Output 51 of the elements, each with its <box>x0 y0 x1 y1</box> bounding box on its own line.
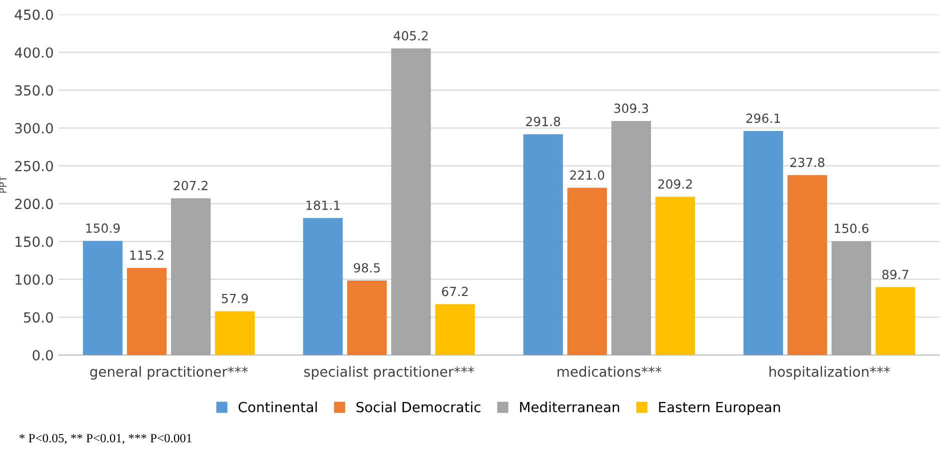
x-tick-label: hospitalization*** <box>770 366 890 380</box>
bar <box>655 196 696 356</box>
bar <box>523 134 563 356</box>
data-label: 405.2 <box>394 30 428 40</box>
legend-label: Continental <box>238 402 317 412</box>
x-tick-label: specialist practitioner*** <box>304 366 474 380</box>
legend-label: Mediterranean <box>520 402 620 412</box>
data-label: 150.6 <box>834 224 868 234</box>
y-tick-label: 150.0 <box>16 236 53 247</box>
bar <box>391 48 431 356</box>
bar <box>611 120 651 356</box>
data-label: 98.5 <box>354 263 380 273</box>
data-label: 89.7 <box>882 270 908 280</box>
data-label: 209.2 <box>658 179 692 189</box>
x-tick-label: general practitioner*** <box>90 366 248 380</box>
data-label: 67.2 <box>442 286 468 296</box>
y-tick-label: 400.0 <box>14 47 53 58</box>
bar <box>832 241 872 356</box>
bar <box>788 175 828 356</box>
bar <box>215 311 255 356</box>
bar <box>876 287 916 356</box>
bar <box>435 304 475 356</box>
x-tick-label: medications*** <box>558 366 662 377</box>
legend-label: Eastern European <box>659 402 780 416</box>
text: * P<0.05, ** P<0.01, *** P<0.001 <box>20 434 192 444</box>
y-tick-label: 450.0 <box>14 9 53 20</box>
data-label: 207.2 <box>174 180 208 190</box>
data-label: 181.1 <box>306 200 340 210</box>
bar <box>743 130 784 356</box>
y-tick-label: 0.0 <box>32 350 53 360</box>
y-tick-label: 200.0 <box>15 198 53 210</box>
bar <box>126 268 167 356</box>
bar <box>171 198 211 356</box>
y-tick-label: 300.0 <box>15 122 53 134</box>
bar <box>347 280 387 356</box>
data-label: 237.8 <box>790 158 824 168</box>
legend-label: Social Democratic <box>356 402 480 412</box>
bar <box>567 188 607 356</box>
y-tick-label: 100.0 <box>16 274 53 285</box>
data-label: 291.8 <box>526 116 560 126</box>
bar <box>303 218 343 356</box>
data-label: 309.3 <box>614 104 648 114</box>
data-label: 150.9 <box>86 223 120 233</box>
data-label: 115.2 <box>130 250 164 260</box>
data-label: 221.0 <box>570 170 604 180</box>
y-tick-label: 50.0 <box>24 312 53 323</box>
y-tick-label: 250.0 <box>15 160 53 172</box>
y-tick-label: 350.0 <box>15 85 53 96</box>
bar <box>82 240 123 356</box>
data-label: 57.9 <box>222 294 248 304</box>
data-label: 296.1 <box>746 114 780 123</box>
